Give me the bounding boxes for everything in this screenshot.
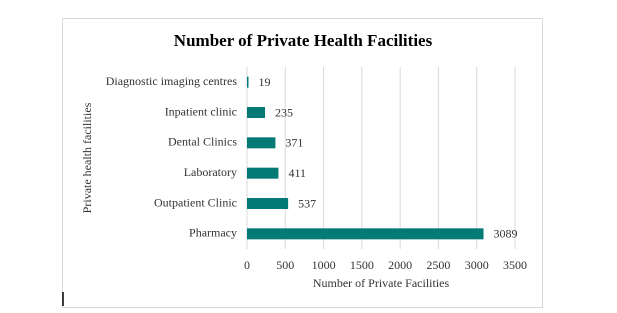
x-tick-label: 1500 (350, 258, 374, 272)
data-label: 411 (288, 166, 306, 180)
y-tick-label: Dental Clinics (168, 135, 237, 149)
x-tick-label: 2000 (388, 258, 412, 272)
data-label: 3089 (494, 227, 518, 241)
y-tick-label: Outpatient Clinic (154, 195, 237, 209)
x-tick-label: 3500 (503, 258, 527, 272)
bar (247, 167, 279, 179)
x-tick-label: 3000 (465, 258, 489, 272)
chart-title: Number of Private Health Facilities (174, 31, 433, 50)
y-axis-title: Private health facilities (80, 102, 94, 213)
chart-frame (62, 18, 543, 308)
x-tick-label: 1000 (312, 258, 336, 272)
data-label: 371 (285, 136, 303, 150)
y-tick-label: Diagnostic imaging centres (106, 74, 238, 88)
x-tick-label: 2500 (426, 258, 450, 272)
x-axis-title: Number of Private Facilities (313, 276, 450, 290)
bar (247, 107, 265, 118)
data-label: 537 (298, 196, 316, 210)
bar (247, 198, 289, 209)
bar (247, 76, 249, 88)
bar (247, 137, 276, 149)
bar (247, 228, 484, 240)
x-tick-label: 0 (244, 258, 250, 272)
data-label: 235 (275, 105, 293, 119)
y-tick-label: Inpatient clinic (165, 104, 237, 118)
y-tick-label: Pharmacy (189, 226, 237, 240)
y-tick-label: Laboratory (184, 165, 237, 179)
data-label: 19 (258, 75, 270, 89)
x-tick-label: 500 (276, 258, 294, 272)
